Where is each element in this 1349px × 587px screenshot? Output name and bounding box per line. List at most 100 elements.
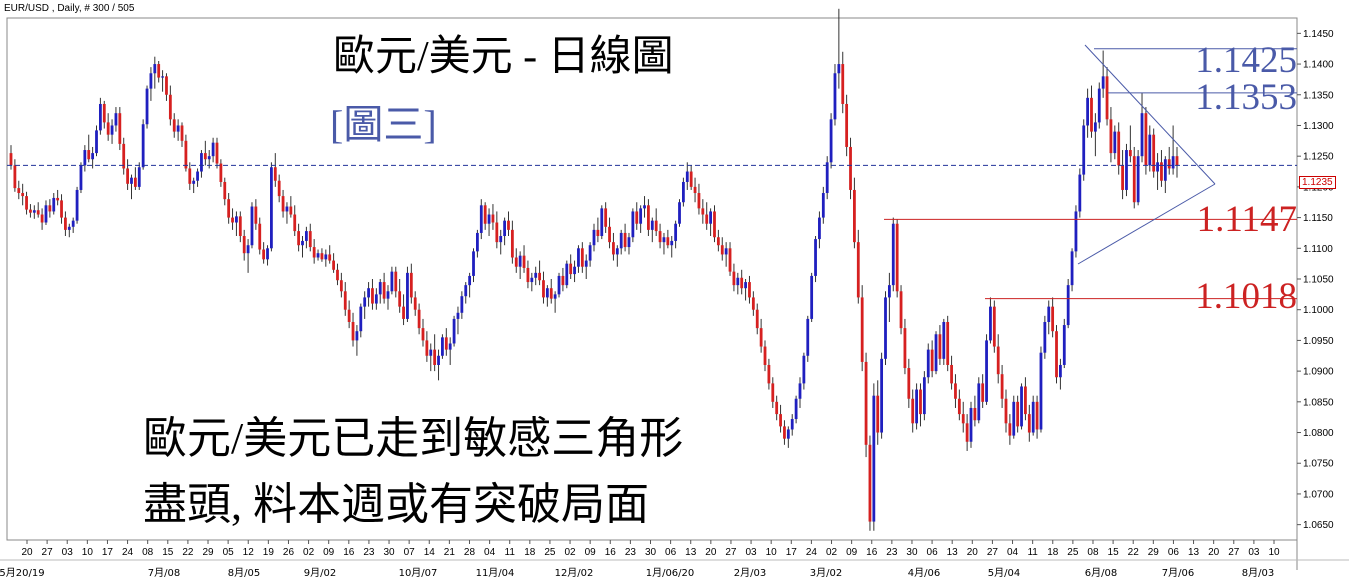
candle-body xyxy=(821,193,825,218)
candle-body xyxy=(176,125,180,132)
candle-body xyxy=(456,312,460,319)
candle-body xyxy=(806,318,810,356)
candle-body xyxy=(227,199,231,218)
candle-body xyxy=(336,269,339,281)
candle-body xyxy=(359,306,363,332)
candle-body xyxy=(487,214,491,224)
candle-body xyxy=(126,168,129,184)
y-tick-label: 1.0950 xyxy=(1303,336,1334,347)
x-tick-label: 03 xyxy=(746,547,758,558)
candle-body xyxy=(211,142,215,157)
candle-body xyxy=(316,253,320,258)
x-tick-label: 30 xyxy=(906,547,918,558)
candle-body xyxy=(759,328,763,347)
candle-body xyxy=(495,222,499,243)
candle-body xyxy=(856,242,860,298)
candle-body xyxy=(915,389,918,424)
candle-body xyxy=(118,113,122,144)
candle-body xyxy=(444,337,448,350)
candle-body xyxy=(829,119,833,163)
candle-body xyxy=(1031,401,1035,433)
x-month-label: 8月/05 xyxy=(228,567,260,579)
candle-body xyxy=(744,282,747,289)
x-tick-label: 06 xyxy=(1168,547,1180,558)
candle-body xyxy=(681,181,685,203)
candle-body xyxy=(876,395,880,433)
candle-body xyxy=(1109,119,1113,154)
candle-body xyxy=(510,229,514,258)
candle-body xyxy=(363,297,367,307)
candle-body xyxy=(122,143,126,169)
candle-body xyxy=(1043,321,1047,353)
candle-body xyxy=(1136,156,1140,203)
x-tick-label: 23 xyxy=(363,547,375,558)
candle-body xyxy=(273,167,277,181)
candle-body xyxy=(693,186,697,194)
candle-body xyxy=(9,153,13,166)
candle-body xyxy=(1066,285,1070,326)
x-tick-label: 17 xyxy=(786,547,798,558)
candle-body xyxy=(1175,156,1179,166)
candle-body xyxy=(911,398,915,424)
candle-body xyxy=(635,211,639,224)
candle-body xyxy=(1055,331,1058,378)
candle-body xyxy=(1070,251,1074,286)
candle-body xyxy=(631,211,635,238)
candle-body xyxy=(266,248,269,260)
candle-body xyxy=(421,328,425,341)
candle-body xyxy=(44,205,48,223)
candle-body xyxy=(192,180,196,184)
candle-body xyxy=(1082,125,1086,175)
candle-body xyxy=(545,288,549,298)
y-axis: 1.14501.14001.13501.13001.12501.12001.11… xyxy=(1297,29,1334,531)
candle-body xyxy=(798,383,802,399)
candle-body xyxy=(1171,156,1175,169)
candle-body xyxy=(577,248,580,267)
candle-body xyxy=(417,309,421,329)
x-tick-label: 29 xyxy=(202,547,214,558)
candle-body xyxy=(903,328,907,369)
candle-body xyxy=(56,197,60,201)
x-tick-label: 20 xyxy=(21,547,33,558)
candle-body xyxy=(386,291,390,299)
candle-body xyxy=(716,237,720,246)
candle-body xyxy=(946,321,950,365)
x-tick-label: 08 xyxy=(142,547,154,558)
y-tick-label: 1.0900 xyxy=(1303,367,1334,378)
x-tick-label: 22 xyxy=(1128,547,1140,558)
candle-body xyxy=(281,196,285,212)
candle-body xyxy=(464,285,468,297)
candle-body xyxy=(697,193,701,209)
candles xyxy=(9,8,1179,531)
candle-body xyxy=(841,64,845,104)
candle-body xyxy=(106,122,110,135)
triangle-lower-line xyxy=(1077,183,1216,265)
x-tick-label: 03 xyxy=(1248,547,1260,558)
candle-body xyxy=(1105,76,1109,120)
candle-body xyxy=(215,142,219,164)
candle-body xyxy=(934,334,938,372)
candle-body xyxy=(168,94,172,120)
candle-body xyxy=(1047,306,1051,322)
candle-body xyxy=(767,364,771,384)
candle-body xyxy=(235,216,238,223)
comment-line-1: 歐元/美元已走到敏感三角形 xyxy=(143,414,684,463)
candle-body xyxy=(503,220,507,237)
candle-body xyxy=(87,150,91,160)
candle-body xyxy=(433,349,437,365)
candle-body xyxy=(219,163,223,182)
candle-body xyxy=(643,205,646,209)
candle-body xyxy=(619,232,623,249)
x-tick-label: 30 xyxy=(383,547,395,558)
candle-body xyxy=(1078,174,1082,212)
candle-body xyxy=(483,205,487,224)
x-month-label: 4月/06 xyxy=(908,567,940,579)
x-tick-label: 05 xyxy=(223,547,235,558)
candle-body xyxy=(957,398,961,415)
candle-body xyxy=(514,257,518,267)
candle-body xyxy=(965,423,969,442)
candle-body xyxy=(382,282,386,299)
candle-body xyxy=(223,181,227,200)
candle-body xyxy=(662,237,666,243)
